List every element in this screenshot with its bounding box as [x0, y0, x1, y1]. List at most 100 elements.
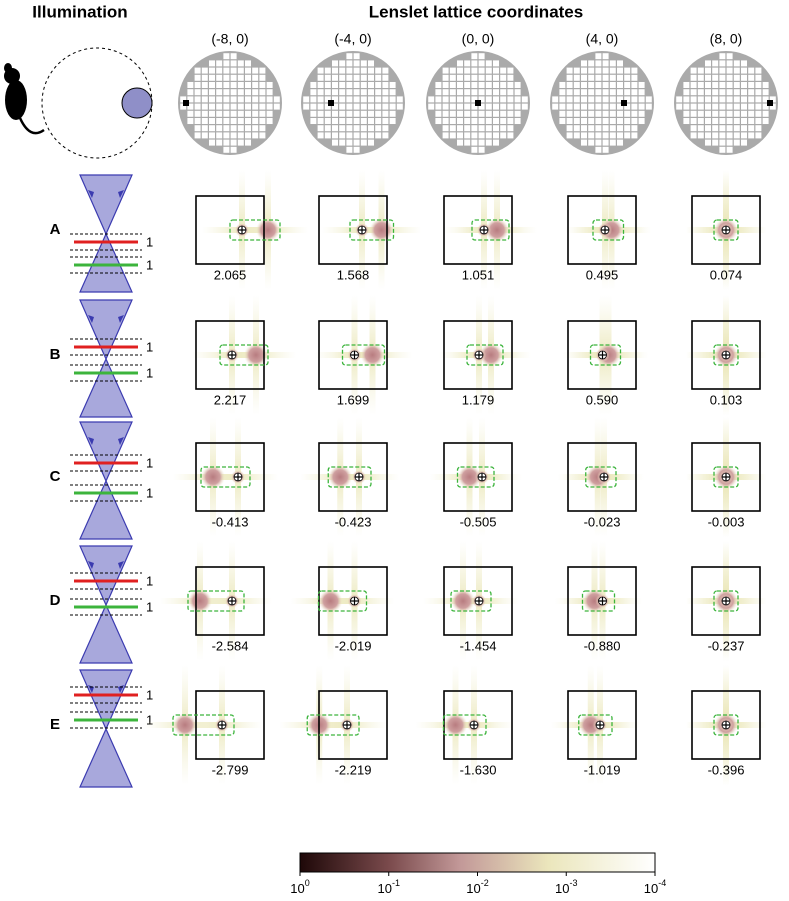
lenslet-cell — [457, 89, 463, 96]
centroid-cross — [722, 351, 730, 359]
lenslet-cell — [216, 67, 223, 74]
lenslet-cell — [449, 132, 456, 139]
lenslet-cell — [712, 118, 719, 124]
lenslet-cell — [471, 118, 478, 124]
search-window — [456, 466, 495, 488]
lenslet-cell — [748, 103, 755, 110]
lenslet-cell — [457, 132, 463, 139]
lenslet-cell — [259, 82, 266, 88]
psf-spot — [201, 465, 225, 489]
lenslet-cell — [748, 125, 755, 132]
lenslet-cell — [748, 82, 755, 88]
centroid-cross — [228, 351, 236, 359]
lenslet-cell — [624, 67, 631, 74]
lenslet-cell — [353, 53, 360, 60]
colorbar-tick-label: 10-4 — [644, 878, 666, 896]
lenslet-cell — [457, 125, 463, 132]
lenslet-cell — [697, 125, 704, 132]
lenslet-cell — [353, 125, 360, 132]
lenslet-cell — [346, 139, 353, 146]
lenslet-cell — [245, 96, 251, 103]
lenslet-cell — [201, 89, 208, 96]
lenslet-cell — [609, 67, 616, 74]
lenslet-cell — [266, 110, 273, 117]
lenslet-cell — [245, 74, 251, 81]
lenslet-cell — [209, 96, 215, 103]
lenslet-cell — [353, 103, 360, 110]
lenslet-cell — [375, 96, 382, 103]
lenslet-cell — [493, 74, 499, 81]
lenslet-box — [443, 442, 513, 512]
lenslet-cell — [216, 103, 223, 110]
lenslet-cell — [368, 110, 374, 117]
lenslet-cell — [588, 96, 595, 103]
lenslet-box — [567, 690, 637, 760]
plane-label: 1 — [146, 712, 153, 727]
lenslet-cell — [259, 96, 266, 103]
lenslet-cell — [581, 74, 587, 81]
lenslet-cell — [485, 103, 492, 110]
lenslet-cell — [485, 74, 492, 81]
lenslet-cell — [339, 118, 346, 124]
lenslet-cell — [602, 53, 609, 60]
lenslet-cell — [588, 132, 595, 139]
lenslet-cell — [375, 67, 382, 74]
lenslet-cell — [382, 132, 389, 139]
lenslet-cell — [733, 89, 740, 96]
search-window — [306, 714, 360, 736]
search-window — [713, 466, 739, 488]
lenslet-cell — [353, 89, 360, 96]
lenslet-cell — [581, 67, 587, 74]
lenslet-cell — [368, 67, 374, 74]
lenslet-cell — [755, 125, 762, 132]
lenslet-cell — [485, 82, 492, 88]
lenslet-cell — [514, 89, 521, 96]
lenslet-cell — [375, 89, 382, 96]
lenslet-cell — [442, 82, 449, 88]
lenslet-cell — [201, 74, 208, 81]
lenslet-cell — [237, 82, 244, 88]
lenslet-cell — [230, 74, 237, 81]
lenslet-cell — [559, 96, 566, 103]
search-window — [581, 590, 616, 612]
lenslet-cell — [442, 103, 449, 110]
lenslet-cell — [230, 110, 237, 117]
lenslet-cell — [230, 60, 237, 67]
lenslet-cell — [712, 110, 719, 117]
lenslet-cell — [360, 118, 367, 124]
centroid-cross — [358, 226, 366, 234]
lenslet-cell — [252, 67, 259, 74]
plane-label: 1 — [146, 455, 153, 470]
lenslet-cell — [346, 146, 353, 153]
lenslet-cell — [712, 60, 719, 67]
lenslet-cell — [375, 125, 382, 132]
lenslet-cell — [748, 67, 755, 74]
lenslet-box — [567, 320, 637, 390]
lenslet-cell — [360, 103, 367, 110]
lenslet-cell — [683, 82, 690, 88]
lenslet-cell — [690, 132, 697, 139]
lenslet-cell — [324, 82, 331, 88]
search-window — [327, 466, 372, 488]
lenslet-cell — [194, 67, 201, 74]
lenslet-cell — [595, 132, 602, 139]
lenslet-cell — [223, 139, 230, 146]
row-label: E — [50, 716, 60, 733]
lenslet-cell — [588, 103, 595, 110]
cell-value: 1.699 — [337, 392, 370, 407]
lenslet-cell — [471, 146, 478, 153]
lenslet-cell — [733, 125, 740, 132]
psf-spot — [457, 465, 482, 489]
lenslet-cell — [617, 118, 623, 124]
lenslet-cell — [507, 89, 514, 96]
lenslet-cell — [245, 118, 251, 124]
lenslet-cell — [194, 96, 201, 103]
cell-value: -2.799 — [212, 762, 249, 777]
lenslet-cell — [748, 74, 755, 81]
psf-spot — [451, 589, 475, 613]
lenslet-cell — [638, 82, 645, 88]
lenslet-cell — [609, 103, 616, 110]
lenslet-cell — [332, 118, 338, 124]
lenslet-box — [443, 320, 513, 390]
